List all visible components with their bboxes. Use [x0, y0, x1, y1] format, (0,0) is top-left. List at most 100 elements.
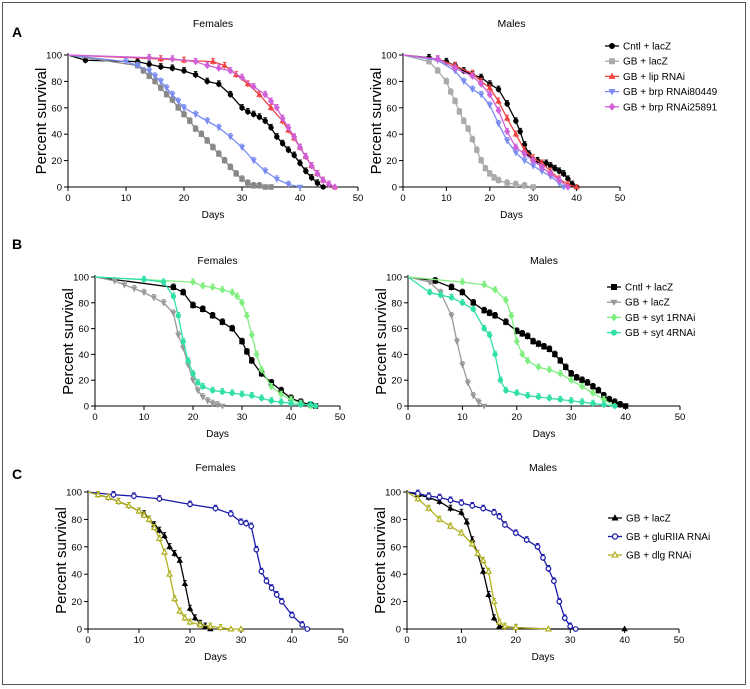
data-point	[538, 163, 545, 171]
y-tick-label: 60	[391, 324, 402, 335]
data-point	[125, 501, 133, 509]
data-point	[452, 64, 459, 72]
legend-marker	[608, 72, 616, 79]
data-point	[564, 183, 571, 191]
data-point	[111, 278, 118, 285]
data-point	[495, 106, 502, 115]
data-point	[152, 78, 158, 85]
data-point	[285, 123, 292, 132]
data-point	[192, 126, 199, 132]
data-point	[268, 124, 274, 131]
data-point	[504, 127, 511, 136]
data-point	[209, 283, 216, 291]
y-tick-label: 0	[77, 625, 82, 636]
y-tick-label: 80	[78, 298, 89, 309]
data-point	[459, 289, 466, 296]
data-point	[158, 85, 164, 91]
data-point	[296, 184, 304, 191]
x-tick-label: 20	[185, 635, 196, 646]
data-point	[258, 568, 265, 575]
data-point	[285, 147, 292, 153]
data-point	[160, 300, 167, 307]
data-point	[486, 84, 494, 91]
data-point	[573, 374, 580, 381]
data-point	[452, 98, 458, 104]
data-point	[250, 111, 257, 118]
data-point	[469, 136, 476, 143]
x-tick-label: 20	[512, 412, 523, 423]
y-tick-label: 100	[385, 488, 401, 499]
data-point	[161, 532, 168, 539]
data-point	[590, 383, 596, 390]
series-line	[67, 54, 336, 188]
data-point	[485, 567, 493, 574]
data-point	[492, 313, 498, 319]
data-point	[212, 505, 219, 512]
legend-marker	[611, 514, 619, 521]
data-point	[169, 92, 176, 99]
data-point	[546, 346, 553, 352]
data-point	[256, 91, 263, 97]
data-point	[560, 171, 567, 177]
data-point	[156, 526, 163, 533]
legend-marker	[611, 550, 619, 558]
x-axis-label: Days	[533, 429, 556, 440]
data-point	[519, 331, 525, 337]
data-point	[436, 515, 444, 522]
data-point	[461, 118, 467, 124]
data-point	[503, 114, 511, 121]
data-point	[169, 97, 176, 103]
data-point	[612, 403, 618, 409]
data-point	[297, 160, 303, 166]
data-point	[320, 184, 326, 190]
x-tick-label: 50	[335, 412, 346, 423]
data-point	[448, 89, 454, 95]
data-point	[503, 387, 509, 394]
data-point	[160, 279, 167, 285]
data-point	[434, 55, 441, 63]
data-point	[572, 626, 579, 632]
data-point	[443, 78, 450, 85]
x-tick-label: 0	[85, 635, 90, 646]
data-point	[557, 370, 564, 378]
data-point	[227, 67, 234, 75]
data-point	[140, 290, 148, 296]
data-point	[496, 622, 503, 629]
chart-title: Males	[529, 462, 557, 474]
data-point	[215, 64, 222, 72]
data-point	[491, 175, 497, 181]
x-tick-label: 0	[400, 193, 405, 204]
data-point	[503, 138, 511, 145]
data-point	[239, 338, 245, 345]
data-point	[314, 180, 321, 186]
data-point	[170, 293, 177, 300]
panel-letter: A	[12, 24, 22, 40]
data-point	[267, 97, 275, 105]
y-tick-label: 20	[391, 376, 402, 387]
data-point	[514, 390, 520, 396]
x-axis-label: Days	[204, 652, 227, 663]
series-gb-brp-rnai80449	[67, 54, 304, 191]
data-point	[552, 165, 558, 172]
data-point	[210, 144, 216, 151]
y-axis-label: Percent survival	[368, 68, 385, 175]
series-gb-lip-rnai	[67, 54, 339, 190]
data-point	[573, 183, 580, 190]
data-point	[478, 157, 484, 164]
series-line	[406, 491, 625, 630]
data-point	[486, 90, 493, 99]
data-point	[121, 282, 128, 289]
data-point	[198, 131, 205, 137]
data-point	[250, 158, 257, 165]
data-point	[502, 522, 508, 528]
data-point	[174, 98, 182, 105]
data-point	[512, 530, 519, 536]
series-gb-brp-rnai25891	[67, 53, 338, 191]
data-point	[481, 281, 488, 289]
data-point	[243, 312, 250, 320]
data-point	[262, 90, 269, 99]
legend-marker	[610, 313, 618, 322]
chart-c-males: Males 0 20 40 60 80 100 0 10 20 30 40 50 Days Percent …	[372, 462, 710, 663]
data-point	[150, 523, 158, 531]
